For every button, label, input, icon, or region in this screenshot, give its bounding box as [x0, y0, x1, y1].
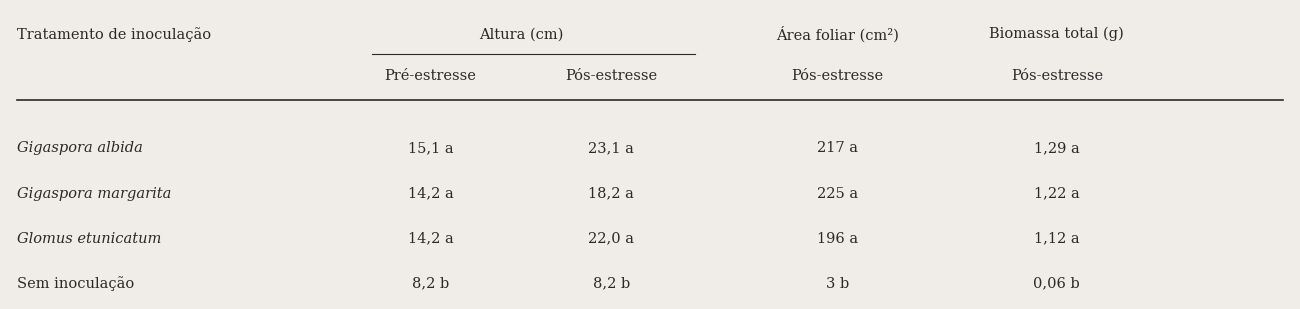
Text: Altura (cm): Altura (cm): [478, 27, 563, 41]
Text: Gigaspora albida: Gigaspora albida: [17, 142, 143, 155]
Text: 217 a: 217 a: [816, 142, 858, 155]
Text: Pré-estresse: Pré-estresse: [385, 69, 476, 83]
Text: Pós-estresse: Pós-estresse: [792, 69, 884, 83]
Text: 1,22 a: 1,22 a: [1034, 187, 1080, 201]
Text: 3 b: 3 b: [826, 277, 849, 291]
Text: 23,1 a: 23,1 a: [589, 142, 634, 155]
Text: 1,29 a: 1,29 a: [1034, 142, 1080, 155]
Text: 8,2 b: 8,2 b: [412, 277, 448, 291]
Text: Pós-estresse: Pós-estresse: [566, 69, 658, 83]
Text: 15,1 a: 15,1 a: [408, 142, 454, 155]
Text: Tratamento de inoculação: Tratamento de inoculação: [17, 27, 211, 42]
Text: 0,06 b: 0,06 b: [1034, 277, 1080, 291]
Text: Sem inoculação: Sem inoculação: [17, 276, 134, 291]
Text: 1,12 a: 1,12 a: [1034, 232, 1080, 246]
Text: 8,2 b: 8,2 b: [593, 277, 630, 291]
Text: 14,2 a: 14,2 a: [407, 232, 454, 246]
Text: 18,2 a: 18,2 a: [589, 187, 634, 201]
Text: Gigaspora margarita: Gigaspora margarita: [17, 187, 172, 201]
Text: Biomassa total (g): Biomassa total (g): [989, 27, 1124, 41]
Text: 14,2 a: 14,2 a: [407, 187, 454, 201]
Text: 225 a: 225 a: [816, 187, 858, 201]
Text: 22,0 a: 22,0 a: [588, 232, 634, 246]
Text: Pós-estresse: Pós-estresse: [1011, 69, 1102, 83]
Text: Área foliar (cm²): Área foliar (cm²): [776, 26, 898, 42]
Text: 196 a: 196 a: [816, 232, 858, 246]
Text: Glomus etunicatum: Glomus etunicatum: [17, 232, 161, 246]
